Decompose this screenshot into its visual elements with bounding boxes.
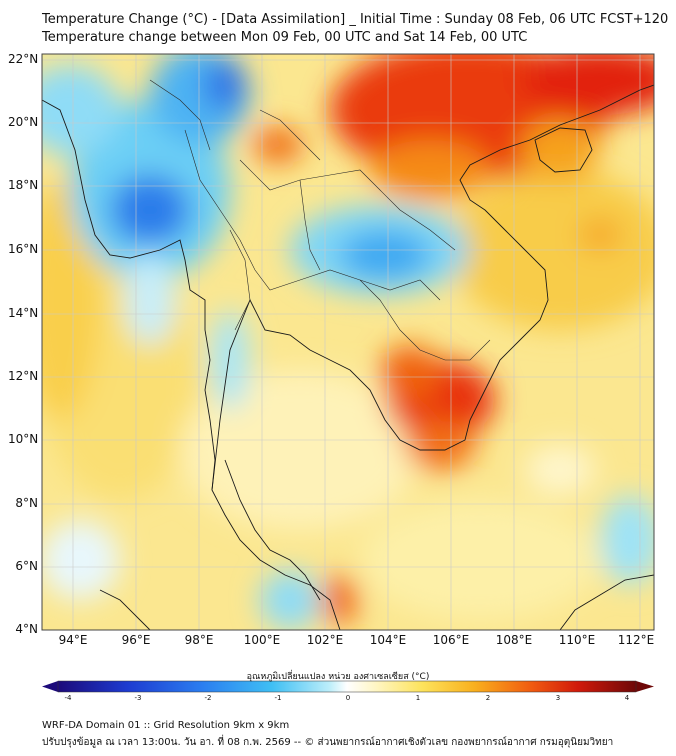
lat-label: 10°N (8, 432, 39, 446)
lat-label: 22°N (8, 52, 39, 66)
colorbar-tick: -2 (204, 694, 212, 702)
lon-label: 110°E (558, 633, 596, 647)
borders (149, 79, 491, 361)
lat-label: 20°N (8, 115, 39, 129)
lon-label: 104°E (369, 633, 407, 647)
colorbar-tick: -3 (134, 694, 142, 702)
lon-label: 100°E (243, 633, 281, 647)
lon-label: 94°E (58, 633, 88, 647)
lon-label: 96°E (121, 633, 151, 647)
chart-title: Temperature Change (°C) - [Data Assimila… (42, 12, 669, 27)
lon-label: 108°E (495, 633, 533, 647)
lat-label: 12°N (8, 369, 39, 383)
colorbar-min-arrow (42, 681, 58, 692)
colorbar-max-arrow (636, 681, 654, 692)
map-frame (41, 53, 655, 631)
colorbar (42, 680, 654, 693)
lat-label: 14°N (8, 306, 39, 320)
chart-subtitle: Temperature change between Mon 09 Feb, 0… (42, 30, 528, 45)
colorbar-tick: 3 (555, 694, 561, 702)
lat-label: 8°N (15, 496, 38, 510)
lat-label: 6°N (15, 559, 38, 573)
colorbar-tick: -1 (274, 694, 282, 702)
lat-label: 16°N (8, 242, 39, 256)
coastlines (42, 84, 654, 630)
lon-label: 106°E (432, 633, 470, 647)
colorbar-tick: 1 (415, 694, 421, 702)
lon-label: 102°E (306, 633, 344, 647)
map-field (42, 54, 654, 630)
colorbar-tick: 2 (485, 694, 491, 702)
footer-credit: ปรับปรุงข้อมูล ณ เวลา 13:00น. วัน อา. ที… (42, 737, 614, 748)
lat-label: 18°N (8, 178, 39, 192)
colorbar-tick: 4 (624, 694, 630, 702)
lon-label: 98°E (184, 633, 214, 647)
graticule (42, 54, 654, 630)
colorbar-tick: 0 (345, 694, 351, 702)
colorbar-tick: -4 (64, 694, 72, 702)
colorbar-title: อุณหภูมิเปลี่ยนแปลง หน่วย องศาเซลเซียส (… (246, 672, 430, 682)
lat-label: 4°N (15, 622, 38, 636)
lon-label: 112°E (617, 633, 655, 647)
footer-domain-info: WRF-DA Domain 01 :: Grid Resolution 9km … (42, 720, 290, 731)
